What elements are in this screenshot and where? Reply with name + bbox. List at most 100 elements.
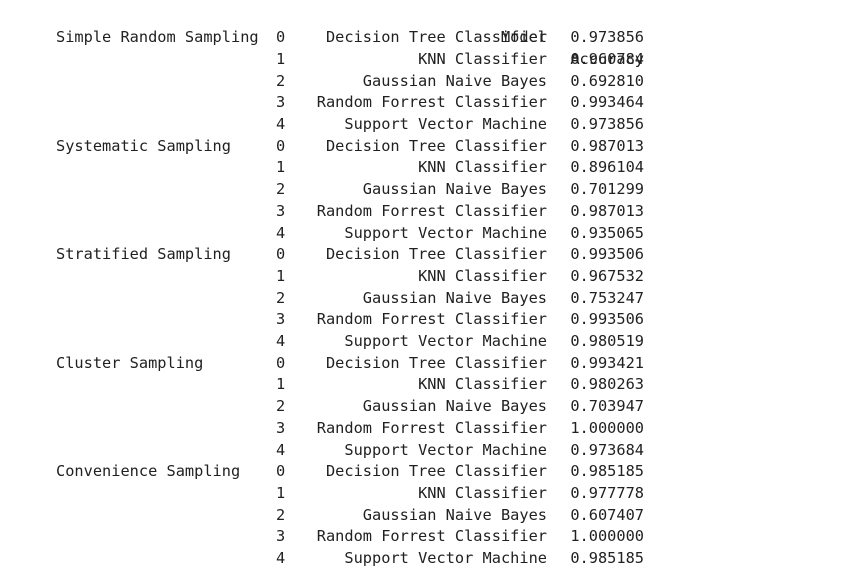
row-index: 4 xyxy=(276,549,286,567)
table-row: 2 Gaussian Naive Bayes 0.753247 xyxy=(0,288,867,310)
table-row: 3 Random Forrest Classifier 1.000000 xyxy=(0,418,867,440)
accuracy-value: 1.000000 xyxy=(570,418,644,437)
accuracy-value: 0.896104 xyxy=(570,158,644,177)
accuracy-value: 0.987013 xyxy=(570,201,644,220)
accuracy-value: 0.993506 xyxy=(570,245,644,264)
accuracy-value: 0.967532 xyxy=(570,266,644,285)
table-row: 4 Support Vector Machine 0.973856 xyxy=(0,114,867,136)
row-index: 0 xyxy=(276,353,286,372)
table-row: 3 Random Forrest Classifier 0.987013 xyxy=(0,201,867,223)
table-row: 3 Random Forrest Classifier 1.000000 xyxy=(0,526,867,548)
table-row: Systematic Sampling 0 Decision Tree Classi… xyxy=(0,136,867,158)
model-name: KNN Classifier xyxy=(418,158,547,177)
model-name: Support Vector Machine xyxy=(344,115,547,133)
accuracy-value: 0.985185 xyxy=(570,549,644,567)
sampling-method-label: Simple Random Sampling xyxy=(56,28,259,47)
accuracy-value: 0.980263 xyxy=(570,375,644,394)
table-row: 1 KNN Classifier 0.977778 xyxy=(0,483,867,505)
table-row: 2 Gaussian Naive Bayes 0.701299 xyxy=(0,179,867,201)
row-index: 1 xyxy=(276,375,286,394)
row-index: 2 xyxy=(276,180,286,199)
accuracy-value: 0.993421 xyxy=(570,353,644,372)
model-name: Support Vector Machine xyxy=(344,332,547,350)
model-name: Gaussian Naive Bayes xyxy=(362,180,547,199)
table-row: 1 KNN Classifier 0.896104 xyxy=(0,157,867,179)
sampling-method-label: Stratified Sampling xyxy=(56,245,231,264)
row-index: 0 xyxy=(276,462,286,481)
row-index: 0 xyxy=(276,136,286,155)
table-header-row: Model Accuracy xyxy=(0,6,867,68)
sampling-method-label: Systematic Sampling xyxy=(56,136,231,155)
accuracy-value: 0.977778 xyxy=(570,483,644,502)
table-row: 4 Support Vector Machine 0.935065 xyxy=(0,223,867,245)
accuracy-value: 0.985185 xyxy=(570,462,644,481)
row-index: 2 xyxy=(276,71,286,90)
table-row: Stratified Sampling 0 Decision Tree Classi… xyxy=(0,244,867,266)
accuracy-column-header: Accuracy xyxy=(570,49,644,68)
accuracy-value: 1.000000 xyxy=(570,527,644,546)
table-row: 3 Random Forrest Classifier 0.993464 xyxy=(0,92,867,114)
accuracy-value: 0.993506 xyxy=(570,310,644,329)
model-name: Gaussian Naive Bayes xyxy=(362,397,547,416)
row-index: 4 xyxy=(276,115,286,133)
row-index: 4 xyxy=(276,440,286,459)
table-row: 3 Random Forrest Classifier 0.993506 xyxy=(0,309,867,331)
row-index: 2 xyxy=(276,505,286,524)
accuracy-value: 0.703947 xyxy=(570,397,644,416)
row-index: 3 xyxy=(276,527,286,546)
model-name: Random Forrest Classifier xyxy=(316,201,547,220)
model-name: Random Forrest Classifier xyxy=(316,527,547,546)
table-row: 2 Gaussian Naive Bayes 0.703947 xyxy=(0,396,867,418)
sampling-method-label: Cluster Sampling xyxy=(56,353,204,372)
table-row: 4 Support Vector Machine 0.985185 xyxy=(0,548,867,570)
row-index: 3 xyxy=(276,93,286,112)
model-name: Support Vector Machine xyxy=(344,549,547,567)
row-index: 1 xyxy=(276,49,286,68)
table-row: Cluster Sampling 0 Decision Tree Classifie… xyxy=(0,353,867,375)
model-name: KNN Classifier xyxy=(418,49,547,68)
model-name: KNN Classifier xyxy=(418,483,547,502)
row-index: 0 xyxy=(276,28,286,47)
model-name: Random Forrest Classifier xyxy=(316,310,547,329)
accuracy-value: 0.980519 xyxy=(570,332,644,350)
row-index: 2 xyxy=(276,397,286,416)
accuracy-value: 0.692810 xyxy=(570,71,644,90)
table-row: 4 Support Vector Machine 0.980519 xyxy=(0,331,867,353)
table-row: 1 KNN Classifier 0.960784 xyxy=(0,49,867,71)
model-name: Decision Tree Classifier xyxy=(325,462,547,481)
row-index: 4 xyxy=(276,223,286,242)
model-name: Support Vector Machine xyxy=(344,223,547,242)
accuracy-value: 0.607407 xyxy=(570,505,644,524)
model-name: Random Forrest Classifier xyxy=(316,418,547,437)
table-row: 1 KNN Classifier 0.980263 xyxy=(0,374,867,396)
row-index: 2 xyxy=(276,288,286,307)
model-name: Decision Tree Classifier xyxy=(325,136,547,155)
row-index: 3 xyxy=(276,201,286,220)
accuracy-value: 0.973856 xyxy=(570,28,644,47)
model-name: Decision Tree Classifier xyxy=(325,28,547,47)
model-name: Support Vector Machine xyxy=(344,440,547,459)
table-row: 4 Support Vector Machine 0.973684 xyxy=(0,440,867,462)
row-index: 3 xyxy=(276,310,286,329)
accuracy-value: 0.960784 xyxy=(570,49,644,68)
accuracy-value: 0.935065 xyxy=(570,223,644,242)
table-row: 2 Gaussian Naive Bayes 0.607407 xyxy=(0,505,867,527)
row-index: 1 xyxy=(276,266,286,285)
model-name: Decision Tree Classifier xyxy=(325,353,547,372)
model-name: Decision Tree Classifier xyxy=(325,245,547,264)
accuracy-value: 0.993464 xyxy=(570,93,644,112)
sampling-method-label: Convenience Sampling xyxy=(56,462,241,481)
row-index: 1 xyxy=(276,483,286,502)
row-index: 3 xyxy=(276,418,286,437)
model-name: Gaussian Naive Bayes xyxy=(362,71,547,90)
row-index: 0 xyxy=(276,245,286,264)
table-row: 2 Gaussian Naive Bayes 0.692810 xyxy=(0,71,867,93)
accuracy-value: 0.987013 xyxy=(570,136,644,155)
model-name: KNN Classifier xyxy=(418,375,547,394)
accuracy-value: 0.753247 xyxy=(570,288,644,307)
model-name: Gaussian Naive Bayes xyxy=(362,505,547,524)
model-name: Gaussian Naive Bayes xyxy=(362,288,547,307)
model-name: KNN Classifier xyxy=(418,266,547,285)
accuracy-value: 0.973856 xyxy=(570,115,644,133)
